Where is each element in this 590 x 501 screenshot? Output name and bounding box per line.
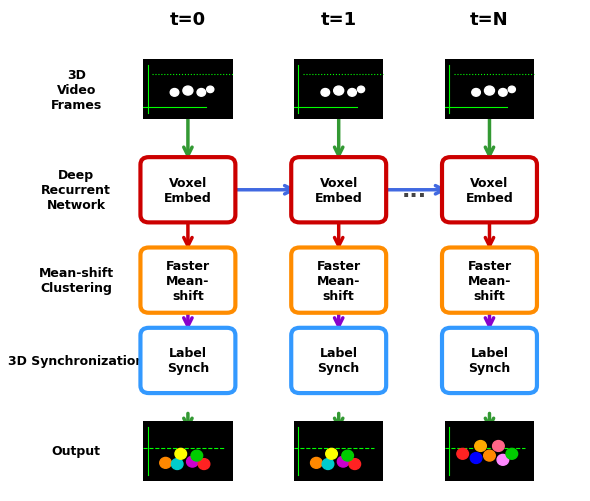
Ellipse shape: [475, 441, 486, 451]
Bar: [143, 421, 232, 481]
Ellipse shape: [484, 450, 495, 461]
Text: Faster
Mean-
shift: Faster Mean- shift: [317, 259, 360, 302]
Ellipse shape: [310, 457, 322, 468]
Bar: [294, 421, 384, 481]
Text: Label
Synch: Label Synch: [317, 347, 360, 375]
Text: Voxel
Embed: Voxel Embed: [466, 176, 513, 204]
Text: Label
Synch: Label Synch: [468, 347, 510, 375]
Ellipse shape: [326, 448, 337, 459]
Circle shape: [321, 89, 330, 97]
Text: Mean-shift
Clustering: Mean-shift Clustering: [39, 267, 114, 295]
Ellipse shape: [160, 457, 171, 468]
Text: 3D Synchronization: 3D Synchronization: [8, 354, 145, 367]
Ellipse shape: [457, 448, 468, 459]
FancyBboxPatch shape: [442, 158, 537, 223]
Ellipse shape: [175, 448, 186, 459]
Bar: [294, 60, 384, 120]
Text: Voxel
Embed: Voxel Embed: [315, 176, 363, 204]
Text: ...: ...: [402, 180, 427, 200]
Ellipse shape: [470, 453, 482, 463]
Ellipse shape: [171, 459, 183, 469]
FancyBboxPatch shape: [140, 328, 235, 393]
Circle shape: [206, 87, 214, 93]
Text: Voxel
Embed: Voxel Embed: [164, 176, 212, 204]
Circle shape: [499, 89, 507, 97]
Text: Deep
Recurrent
Network: Deep Recurrent Network: [41, 169, 111, 212]
FancyBboxPatch shape: [291, 248, 386, 313]
Text: t=1: t=1: [320, 11, 357, 29]
Ellipse shape: [186, 456, 198, 467]
Bar: [143, 60, 232, 120]
Bar: [445, 60, 534, 120]
FancyBboxPatch shape: [291, 328, 386, 393]
Bar: [445, 421, 534, 481]
Ellipse shape: [191, 450, 202, 461]
Text: Label
Synch: Label Synch: [167, 347, 209, 375]
Circle shape: [171, 89, 179, 97]
Circle shape: [197, 89, 205, 97]
Ellipse shape: [322, 459, 334, 469]
Circle shape: [183, 87, 193, 96]
Circle shape: [358, 87, 365, 93]
Circle shape: [484, 87, 494, 96]
Ellipse shape: [349, 459, 360, 469]
Ellipse shape: [198, 459, 210, 469]
Circle shape: [508, 87, 516, 93]
Text: Output: Output: [52, 444, 101, 457]
Ellipse shape: [493, 441, 504, 451]
Circle shape: [472, 89, 480, 97]
FancyBboxPatch shape: [442, 248, 537, 313]
Ellipse shape: [337, 456, 349, 467]
FancyBboxPatch shape: [140, 158, 235, 223]
Text: t=0: t=0: [170, 11, 206, 29]
FancyBboxPatch shape: [291, 158, 386, 223]
Text: t=N: t=N: [470, 11, 509, 29]
Ellipse shape: [342, 450, 353, 461]
Text: 3D
Video
Frames: 3D Video Frames: [51, 69, 102, 112]
Text: Faster
Mean-
shift: Faster Mean- shift: [467, 259, 512, 302]
Ellipse shape: [506, 448, 517, 459]
Ellipse shape: [497, 454, 509, 465]
Circle shape: [334, 87, 344, 96]
FancyBboxPatch shape: [442, 328, 537, 393]
Circle shape: [348, 89, 356, 97]
Text: Faster
Mean-
shift: Faster Mean- shift: [166, 259, 210, 302]
FancyBboxPatch shape: [140, 248, 235, 313]
